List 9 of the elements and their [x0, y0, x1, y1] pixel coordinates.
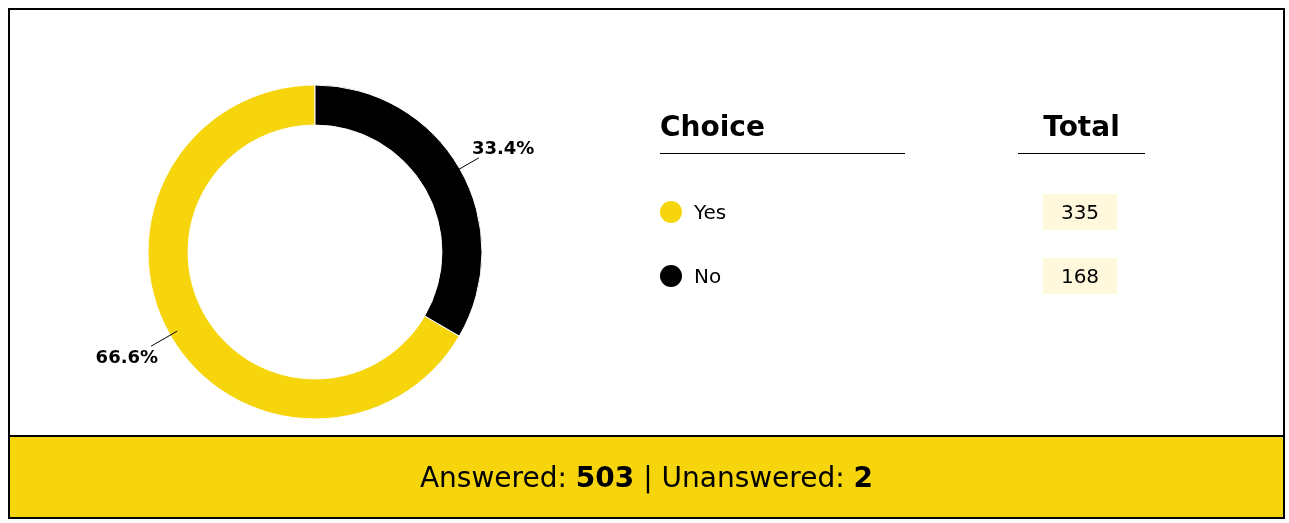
text: Total	[1018, 110, 1145, 154]
text: 168	[1043, 258, 1117, 294]
data-label: 33.4%	[471, 137, 535, 159]
legend-label: No	[694, 264, 722, 288]
text: 335	[1043, 194, 1117, 230]
text: Answered: 503 | Unanswered: 2	[419, 460, 874, 494]
legend-title: Choice	[660, 110, 905, 154]
data-label: 66.6%	[95, 345, 159, 367]
legend-label: Yes	[694, 200, 727, 224]
